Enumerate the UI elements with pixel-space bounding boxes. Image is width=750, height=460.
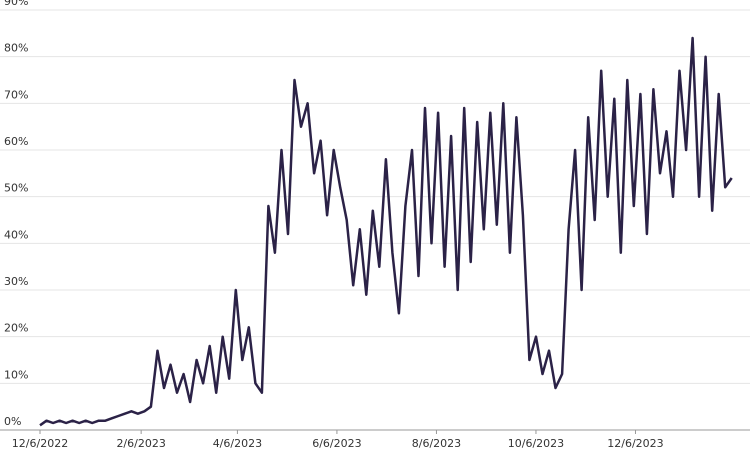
data-line — [39, 36, 733, 427]
x-tick-label: 2/6/2023 — [116, 437, 165, 450]
y-tick-label: 0% — [4, 415, 21, 428]
x-tick-label: 4/6/2023 — [213, 437, 262, 450]
y-tick-label: 10% — [4, 368, 28, 381]
x-tick-label: 6/6/2023 — [312, 437, 361, 450]
y-tick-label: 20% — [4, 322, 28, 335]
y-tick-label: 30% — [4, 275, 28, 288]
y-tick-label: 70% — [4, 88, 28, 101]
x-tick-label: 12/6/2023 — [607, 437, 663, 450]
x-tick-label: 12/6/2022 — [12, 437, 68, 450]
x-tick-label: 10/6/2023 — [508, 437, 564, 450]
y-tick-label: 60% — [4, 135, 28, 148]
y-tick-label: 40% — [4, 228, 28, 241]
y-tick-label: 90% — [4, 0, 28, 8]
x-tick-label: 8/6/2023 — [412, 437, 461, 450]
y-tick-label: 80% — [4, 42, 28, 55]
y-tick-label: 50% — [4, 182, 28, 195]
